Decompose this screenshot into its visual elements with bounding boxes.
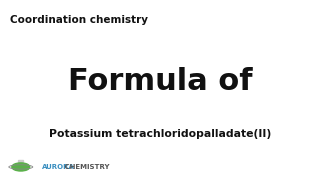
Text: CHEMISTRY: CHEMISTRY <box>62 164 110 170</box>
Circle shape <box>12 163 30 171</box>
Text: Potassium tetrachloridopalladate(II): Potassium tetrachloridopalladate(II) <box>49 129 271 139</box>
Text: AURORA: AURORA <box>42 164 75 170</box>
Text: Coordination chemistry: Coordination chemistry <box>10 15 148 25</box>
Text: Formula of: Formula of <box>68 67 252 96</box>
FancyBboxPatch shape <box>18 160 23 163</box>
